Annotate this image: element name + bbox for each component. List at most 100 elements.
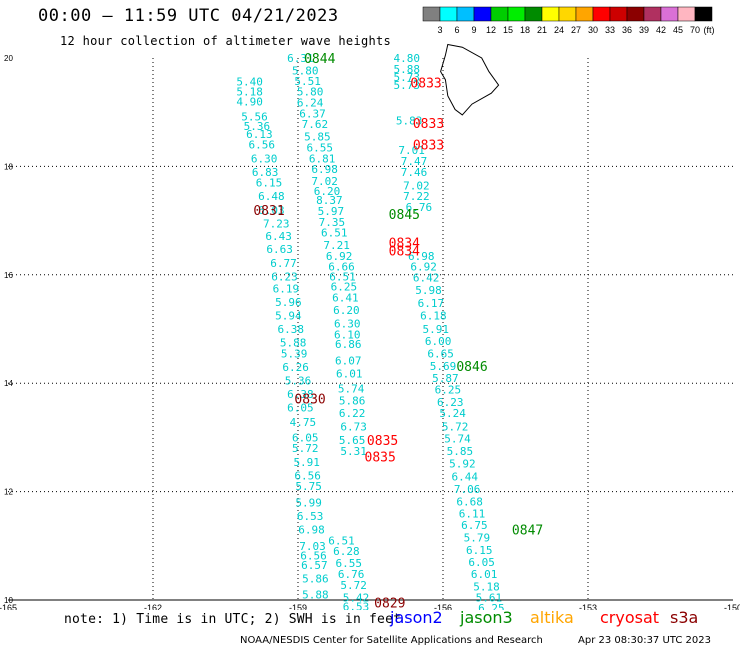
swh-value: 5.72	[340, 579, 367, 592]
colorbar-tick: 45	[673, 25, 683, 35]
swh-value: 6.05	[468, 556, 495, 569]
swh-value: 7.35	[319, 216, 346, 229]
swh-value: 5.51	[294, 75, 321, 88]
swh-value: 5.88	[302, 589, 329, 602]
swh-value: 5.88	[394, 63, 421, 76]
swh-value: 6.10	[334, 328, 361, 341]
colorbar-tick: 6	[454, 25, 459, 35]
pass-time-label: 0833	[413, 139, 444, 154]
swh-value: 5.80	[297, 86, 324, 99]
lon-tick-label: -162	[144, 603, 162, 610]
swh-value: 6.83	[252, 166, 279, 179]
swh-value: 6.98	[311, 163, 338, 176]
swh-value: 6.77	[270, 257, 297, 270]
swh-value: 6.51	[328, 534, 355, 547]
swh-value: 5.83	[396, 114, 423, 127]
swh-value: 7.23	[263, 217, 290, 230]
swh-value: 6.19	[273, 282, 300, 295]
swh-value: 6.05	[292, 431, 319, 444]
swh-value: 6.37	[299, 107, 326, 120]
legend-s3a: s3a	[670, 608, 699, 627]
swh-value: 4.90	[236, 95, 263, 108]
swh-value: 6.66	[328, 261, 355, 274]
swh-value: 5.39	[281, 347, 308, 360]
swh-value: 6.01	[336, 367, 363, 380]
lon-tick-label: -150	[724, 603, 740, 610]
swh-value: 5.91	[293, 456, 320, 469]
swh-value: 5.85	[304, 131, 331, 144]
pass-time-label: 0847	[512, 524, 543, 539]
swh-value: 5.79	[464, 532, 491, 545]
swh-value: 6.75	[461, 519, 488, 532]
swh-value: 6.65	[427, 347, 454, 360]
island-outline	[440, 43, 500, 116]
colorbar-tick: 15	[503, 25, 513, 35]
colorbar-tick: 42	[656, 25, 666, 35]
swh-value: 7.62	[302, 118, 329, 131]
swh-value: 6.56	[300, 550, 327, 563]
swh-value: 7.47	[401, 155, 428, 168]
swh-value: 5.74	[444, 432, 471, 445]
swh-value: 6.48	[258, 190, 285, 203]
colorbar-swatch	[694, 6, 713, 22]
pass-time-label: 0834	[389, 236, 420, 251]
swh-value: 5.72	[292, 442, 319, 455]
swh-value: 6.26	[282, 361, 309, 374]
pass-time-label: 0845	[389, 208, 420, 223]
swh-value: 7.02	[311, 175, 338, 188]
swh-value: 6.42	[413, 272, 440, 285]
swh-value: 4.75	[290, 416, 317, 429]
swh-value: 5.98	[415, 284, 442, 297]
colorbar-tick: 70	[690, 25, 700, 35]
swh-value: 6.51	[329, 270, 356, 283]
swh-value: 6.55	[307, 141, 334, 154]
swh-value: 6.53	[297, 510, 324, 523]
swh-value: 6.81	[309, 152, 336, 165]
map-title: 00:00 – 11:59 UTC 04/21/2023	[38, 6, 339, 26]
legend-cryosat: cryosat	[600, 608, 660, 627]
swh-value: 6.23	[271, 270, 298, 283]
swh-value: 6.31	[287, 52, 314, 65]
map-subtitle: 12 hour collection of altimeter wave hei…	[60, 34, 392, 48]
swh-value: 6.43	[265, 230, 292, 243]
swh-value: 5.42	[343, 591, 370, 604]
colorbar-tick: 30	[588, 25, 598, 35]
swh-value: 5.65	[339, 434, 366, 447]
swh-value: 6.51	[321, 227, 348, 240]
swh-value: 6.44	[452, 470, 479, 483]
legend-jason3: jason3	[460, 608, 513, 627]
lat-tick-label: 14	[4, 379, 13, 388]
pass-time-label: 0830	[294, 392, 325, 407]
swh-value: 6.98	[408, 250, 435, 263]
swh-value: 6.20	[314, 185, 341, 198]
swh-value: 7.03	[299, 540, 326, 553]
swh-value: 6.28	[333, 545, 360, 558]
pass-time-label: 0829	[374, 597, 405, 610]
swh-value: 6.24	[297, 96, 324, 109]
colorbar-tick: 36	[622, 25, 632, 35]
swh-value: 6.57	[301, 559, 328, 572]
swh-value: 6.25	[331, 281, 358, 294]
pass-time-label: 0831	[253, 204, 284, 219]
legend-altika: altika	[530, 608, 574, 627]
swh-value: 6.00	[425, 335, 452, 348]
lon-tick-label: -165	[0, 603, 17, 610]
colorbar-unit: (ft)	[704, 25, 715, 35]
swh-value: 5.18	[473, 580, 500, 593]
colorbar-tick: 39	[639, 25, 649, 35]
colorbar-tick: 33	[605, 25, 615, 35]
swh-value: 6.56	[249, 139, 276, 152]
swh-value: 5.87	[432, 372, 459, 385]
footer-timestamp: Apr 23 08:30:37 UTC 2023	[578, 635, 711, 646]
pass-time-label: 0835	[365, 450, 396, 465]
swh-value: 6.13	[246, 128, 273, 141]
swh-value: 6.41	[332, 292, 359, 305]
swh-value: 6.15	[466, 544, 493, 557]
swh-value: 6.86	[335, 338, 362, 351]
swh-value: 6.63	[266, 243, 293, 256]
lat-tick-label: 10	[4, 596, 13, 605]
hawaii-island-outline	[440, 43, 500, 116]
swh-value: 5.99	[295, 496, 322, 509]
swh-value: 5.73	[394, 79, 421, 92]
